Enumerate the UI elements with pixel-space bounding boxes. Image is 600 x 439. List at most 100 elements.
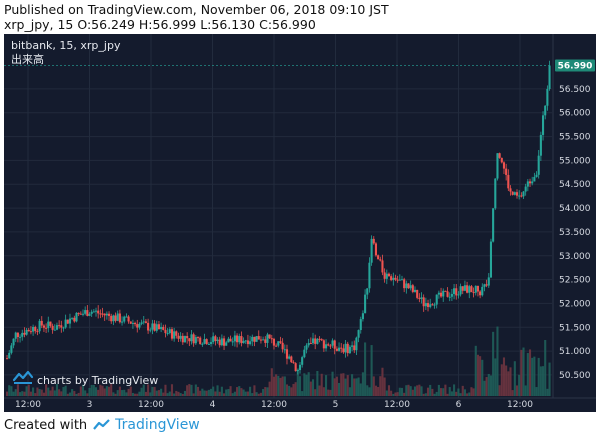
candle-body — [305, 345, 308, 350]
volume-bar — [437, 384, 440, 396]
candle-body — [149, 329, 152, 331]
candle-body — [366, 288, 369, 295]
candle-body — [379, 259, 382, 261]
volume-bar — [494, 358, 497, 396]
volume-legend[interactable]: 出来高 — [11, 52, 44, 66]
candle-body — [14, 332, 17, 339]
volume-bar — [246, 391, 249, 396]
volume-bar — [353, 378, 356, 396]
volume-bar — [249, 386, 252, 396]
volume-bar — [385, 390, 388, 396]
candle-body — [528, 181, 532, 184]
candle-body — [476, 285, 479, 292]
candle-body — [244, 340, 247, 342]
candle-body — [212, 336, 215, 343]
candle-body — [361, 313, 364, 320]
candle-body — [413, 289, 417, 292]
symbol-ohlc-line: xrp_jpy, 15 O:56.249 H:56.999 L:56.130 C… — [4, 17, 316, 32]
volume-bar — [77, 392, 80, 396]
volume-bar — [370, 345, 373, 396]
candle-body — [99, 313, 102, 315]
candle-body — [468, 286, 471, 293]
volume-bar — [47, 387, 50, 396]
volume-bar — [500, 364, 503, 396]
volume-bar — [55, 384, 59, 396]
candle-body — [71, 317, 74, 319]
volume-bar — [125, 392, 128, 396]
volume-bar — [309, 381, 312, 396]
candle-body — [177, 335, 180, 339]
candle-body — [75, 312, 78, 322]
candle-body — [92, 311, 95, 313]
candle-body — [351, 345, 354, 347]
candle-body — [285, 349, 289, 359]
candle-body — [181, 335, 184, 343]
candle-body — [309, 343, 312, 345]
watermark[interactable]: charts by TradingView — [12, 370, 158, 387]
volume-bar — [416, 385, 419, 396]
candle-body — [353, 345, 356, 351]
created-with-label: Created with — [4, 417, 88, 433]
price-axis[interactable]: 56.500 56.000 55.500 55.000 54.500 54.000 53.5… — [552, 34, 591, 398]
volume-bar — [364, 342, 367, 396]
candle-body — [418, 297, 421, 299]
candle-body — [346, 343, 349, 354]
volume-bar — [283, 376, 286, 396]
candle-body — [12, 338, 15, 346]
candle-body — [131, 322, 134, 324]
candle-body — [194, 337, 197, 344]
volume-bar — [275, 374, 278, 396]
volume-bar — [335, 376, 338, 396]
volume-bar — [94, 387, 98, 396]
volume-bar — [19, 392, 22, 396]
candle-body — [47, 321, 50, 329]
candle-body — [524, 186, 527, 192]
candle-body — [209, 342, 213, 344]
candle-body — [214, 336, 217, 341]
candle-body — [16, 332, 19, 338]
volume-bar — [546, 388, 549, 396]
volume-bar — [476, 354, 479, 396]
volume-bar — [544, 339, 547, 396]
volume-bar — [422, 393, 425, 396]
candle-body — [298, 364, 302, 371]
time-axis[interactable]: 12:00 3 12:00 4 12:00 5 12:00 6 12:00 — [4, 397, 596, 410]
candle-body — [6, 358, 9, 360]
tradingview-brand-link[interactable]: TradingView — [93, 417, 200, 433]
volume-bar — [131, 392, 134, 396]
candle-body — [88, 313, 91, 316]
volume-bar — [318, 385, 321, 396]
volume-bar — [240, 388, 243, 396]
volume-bar — [446, 393, 449, 396]
candle-body — [381, 260, 384, 273]
candle-body — [129, 321, 132, 324]
candle-body — [307, 343, 310, 346]
time-tick-label: 5 — [333, 400, 339, 410]
series-legend[interactable]: bitbank, 15, xrp_jpy — [11, 39, 121, 52]
chart-area[interactable]: 56.500 56.000 55.500 55.000 54.500 54.000 53.5… — [4, 34, 596, 412]
volume-bar — [64, 385, 67, 396]
volume-bar — [361, 372, 364, 396]
volume-bar — [513, 361, 516, 396]
candle-body — [77, 312, 80, 314]
candle-body — [90, 311, 93, 314]
candle-body — [68, 318, 72, 324]
candle-body — [188, 338, 191, 342]
volume-bar — [359, 383, 362, 396]
price-tick-label: 50.500 — [559, 371, 591, 381]
candle-body — [541, 115, 545, 135]
candle-body — [448, 296, 451, 298]
candle-body — [544, 105, 547, 116]
candle-body — [168, 329, 171, 334]
candle-body — [385, 273, 388, 279]
candle-body — [155, 324, 158, 331]
candle-body — [94, 310, 98, 312]
candlestick-chart[interactable]: 56.500 56.000 55.500 55.000 54.500 54.000 53.5… — [4, 34, 596, 412]
volume-bar — [201, 388, 204, 396]
volume-bar — [383, 377, 386, 396]
candle-body — [138, 323, 141, 328]
candle-body — [507, 174, 510, 189]
candle-body — [238, 336, 241, 343]
volume-bar — [511, 390, 514, 396]
volume-bar — [264, 387, 267, 396]
